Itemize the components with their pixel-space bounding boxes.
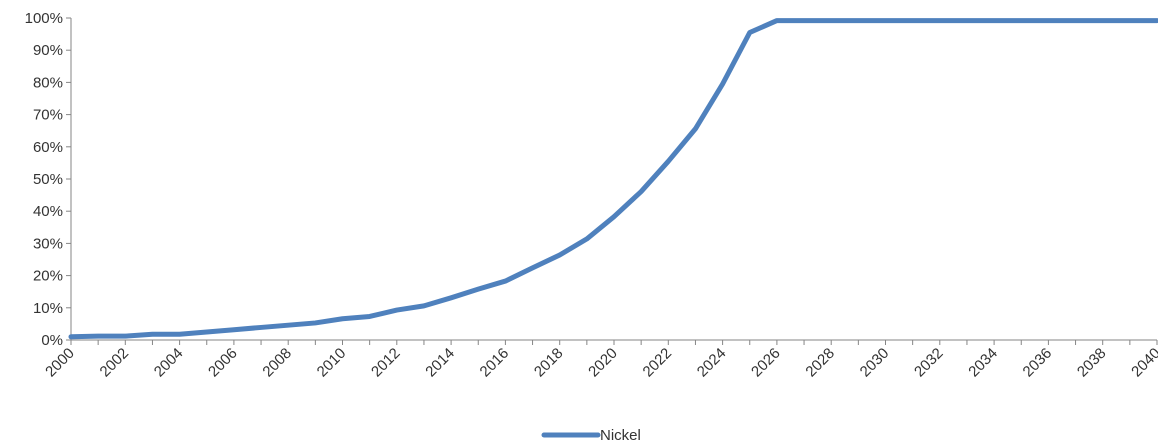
- x-tick-label: 2000: [42, 345, 78, 381]
- x-tick-label: 2008: [259, 345, 295, 381]
- y-tick-label: 60%: [33, 139, 63, 156]
- x-tick-label: 2014: [422, 345, 458, 381]
- y-tick-label: 50%: [33, 171, 63, 188]
- x-tick-label: 2020: [585, 345, 621, 381]
- x-tick-label: 2012: [368, 345, 404, 381]
- x-tick-label: 2006: [205, 345, 241, 381]
- y-tick-label: 100%: [25, 10, 63, 27]
- x-tick-label: 2016: [477, 345, 513, 381]
- x-tick-label: 2024: [694, 345, 730, 381]
- y-tick-label: 40%: [33, 203, 63, 220]
- x-tick-label: 2004: [151, 345, 187, 381]
- y-tick-label: 70%: [33, 107, 63, 124]
- x-axis: 2000 2002 2004 2006 2008 2010 2012 2014 2016 2018…: [42, 339, 1158, 381]
- y-tick-label: 10%: [33, 300, 63, 317]
- x-tick-label: 2040: [1128, 345, 1158, 381]
- x-tick-label: 2034: [965, 345, 1001, 381]
- x-tick-label: 2026: [748, 345, 784, 381]
- legend-label-nickel: Nickel: [600, 427, 641, 444]
- y-tick-label: 90%: [33, 42, 63, 59]
- y-tick-label: 30%: [33, 235, 63, 252]
- x-tick-label: 2032: [911, 345, 947, 381]
- x-tick-label: 2010: [314, 345, 350, 381]
- x-tick-label: 2030: [857, 345, 893, 381]
- x-tick-label: 2028: [802, 345, 838, 381]
- y-axis: 0% 10% 20% 30% 40% 50% 60% 70% 80% 90% 100%: [25, 10, 72, 349]
- x-tick-label: 2022: [640, 345, 676, 381]
- y-tick-label: 20%: [33, 268, 63, 285]
- x-tick-label: 2002: [97, 345, 133, 381]
- y-tick-label: 0%: [41, 332, 63, 349]
- y-tick-label: 80%: [33, 74, 63, 91]
- series-line-nickel: [68, 18, 1158, 340]
- x-tick-label: 2036: [1020, 345, 1056, 381]
- x-tick-label: 2018: [531, 345, 567, 381]
- legend: Nickel: [541, 427, 641, 444]
- x-tick-label: 2038: [1074, 345, 1110, 381]
- series-layer: [68, 18, 1158, 340]
